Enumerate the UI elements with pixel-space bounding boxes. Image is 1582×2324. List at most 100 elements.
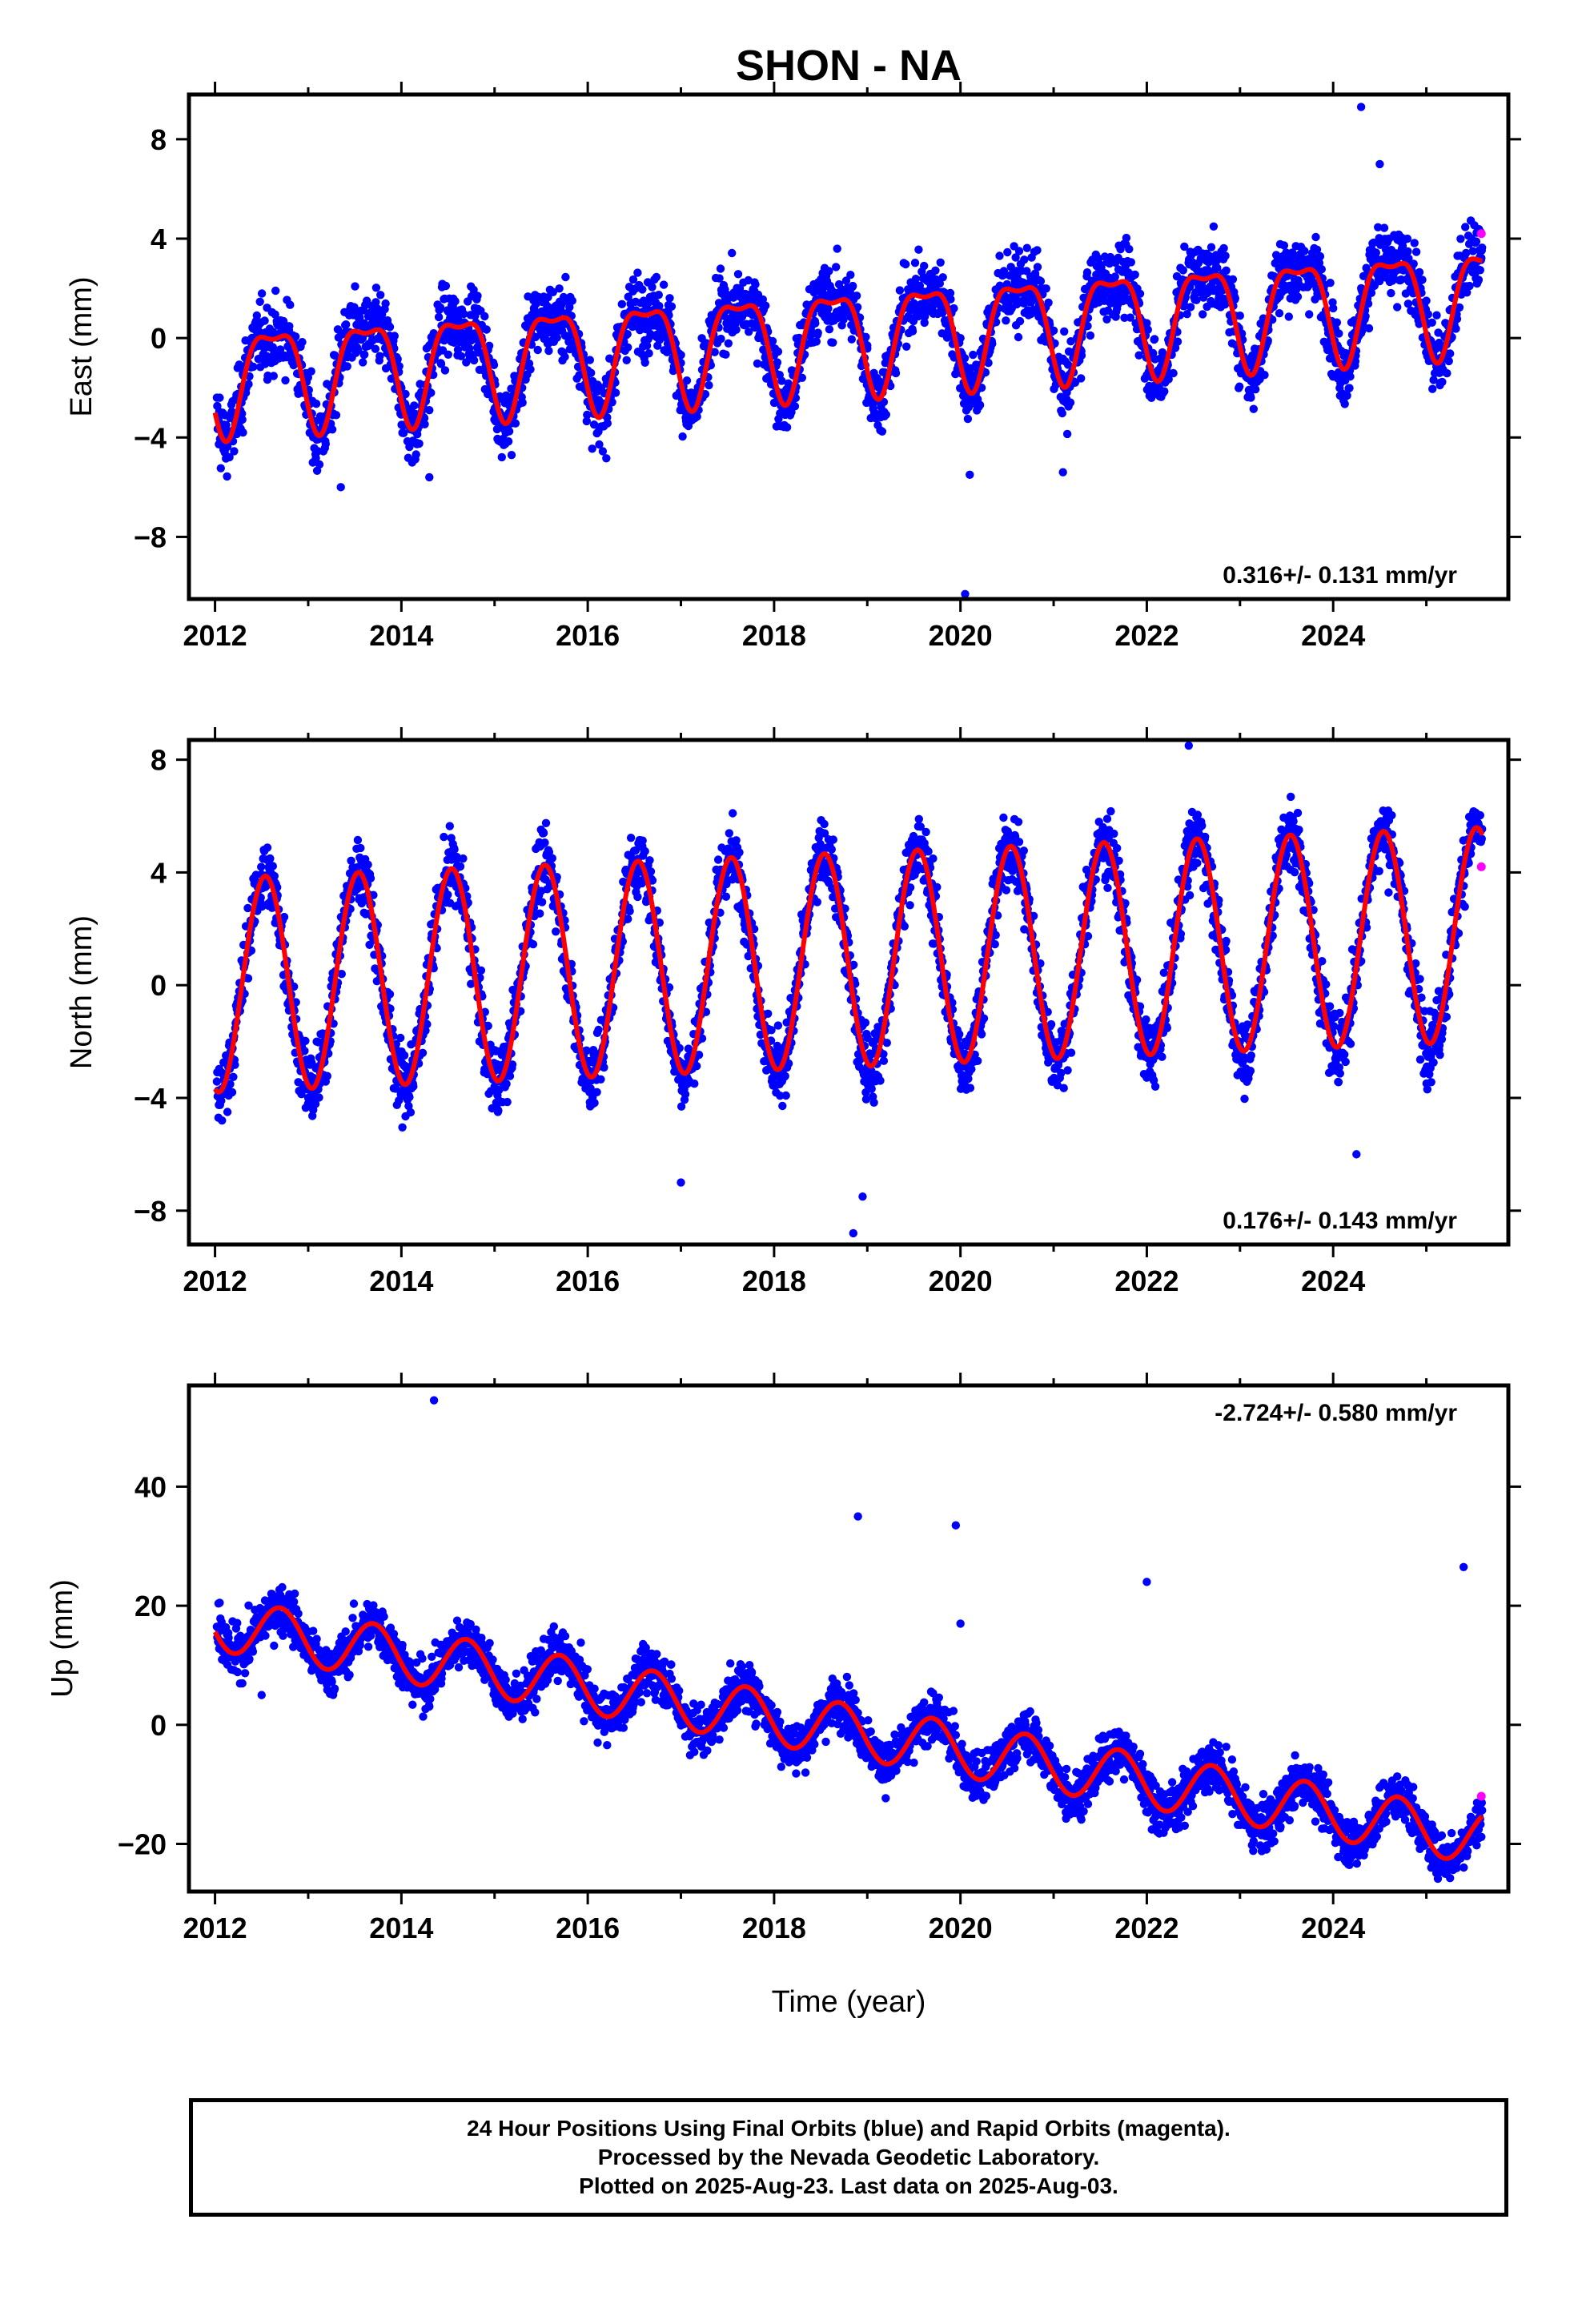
data-point [725, 829, 733, 838]
data-point [1428, 384, 1437, 393]
data-point [1049, 326, 1058, 336]
data-point [1209, 222, 1219, 231]
data-point [342, 320, 351, 329]
data-point [693, 1062, 701, 1071]
x-tick-label: 2024 [1301, 619, 1365, 652]
data-point [436, 360, 446, 368]
data-point [721, 892, 731, 901]
data-point [582, 1046, 591, 1055]
data-point [546, 304, 555, 313]
data-point [603, 413, 612, 422]
data-point [1150, 335, 1159, 344]
data-point [267, 903, 276, 912]
data-point [1014, 247, 1024, 255]
data-point [895, 286, 905, 295]
data-point [1422, 296, 1431, 305]
data-point [768, 336, 777, 346]
y-tick-label: −8 [134, 521, 167, 553]
data-point [935, 279, 945, 288]
data-point [418, 1048, 428, 1058]
data-point [654, 291, 663, 300]
data-point [303, 373, 312, 382]
data-point [1066, 398, 1075, 407]
data-point [1044, 298, 1053, 308]
data-point [1199, 310, 1207, 319]
data-point [453, 345, 463, 354]
data-point [608, 398, 616, 407]
data-point [238, 409, 247, 418]
data-point [390, 332, 399, 340]
data-point [594, 1025, 603, 1035]
data-point [677, 1102, 686, 1111]
data-point [1251, 385, 1260, 394]
data-point [1363, 300, 1373, 308]
outlier-point [336, 483, 345, 492]
data-point [1476, 266, 1485, 275]
data-point [406, 1108, 416, 1117]
data-point [469, 285, 478, 295]
data-point [503, 1097, 512, 1107]
data-point [773, 1021, 783, 1030]
data-point [715, 274, 724, 283]
data-point [1160, 387, 1169, 396]
data-point [395, 362, 404, 371]
data-point [249, 362, 258, 372]
data-point [701, 390, 710, 399]
data-point [257, 902, 267, 911]
data-point [412, 450, 420, 459]
data-point [717, 334, 725, 344]
data-point [675, 1043, 684, 1053]
data-point [911, 275, 921, 283]
data-point [639, 296, 648, 305]
data-point [225, 452, 234, 462]
data-point [938, 273, 947, 282]
data-point [1403, 247, 1412, 256]
data-point [539, 829, 548, 838]
data-point [1235, 312, 1245, 320]
data-point [1291, 242, 1300, 251]
data-point [1082, 268, 1092, 277]
data-point [476, 966, 486, 975]
data-point [735, 848, 744, 857]
data-point [622, 356, 631, 364]
data-point [371, 344, 380, 353]
data-point [745, 328, 753, 336]
data-point [1126, 258, 1136, 267]
data-point [376, 291, 385, 300]
data-point [1315, 259, 1324, 267]
data-point [1125, 244, 1134, 254]
data-point [552, 333, 561, 342]
data-point [811, 319, 820, 328]
data-point [585, 356, 594, 364]
data-point [648, 876, 657, 885]
data-point [405, 442, 414, 452]
data-point [555, 284, 564, 293]
data-point [1083, 321, 1092, 331]
data-point [624, 292, 632, 301]
data-point [813, 898, 821, 907]
data-point [396, 1033, 405, 1043]
data-point [946, 288, 955, 298]
data-point [960, 354, 970, 363]
data-point [561, 272, 570, 282]
data-point [1463, 288, 1472, 297]
data-point [1178, 266, 1188, 275]
data-point [781, 1091, 790, 1100]
data-point [678, 432, 687, 441]
data-point [767, 1026, 776, 1035]
data-point [252, 311, 261, 320]
data-point [1478, 243, 1487, 252]
data-point [640, 846, 649, 856]
data-point [359, 319, 369, 328]
data-point [942, 333, 952, 342]
data-point [266, 854, 275, 863]
data-point [628, 275, 638, 284]
data-point [279, 912, 289, 922]
data-point [1293, 292, 1303, 301]
data-point [777, 376, 786, 385]
data-point [1284, 312, 1294, 321]
data-point [1207, 243, 1216, 251]
panel-east: 2012 2014 2016 2018 2020 2022 2024840−4−8East … [65, 82, 1521, 652]
data-point [421, 1026, 430, 1035]
data-point [1219, 243, 1228, 253]
